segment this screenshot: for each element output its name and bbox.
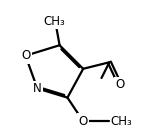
Text: O: O — [115, 78, 124, 91]
Text: CH₃: CH₃ — [44, 15, 65, 28]
Text: O: O — [21, 49, 30, 62]
Text: O: O — [79, 115, 88, 128]
Text: N: N — [33, 82, 42, 95]
Text: CH₃: CH₃ — [111, 115, 132, 128]
